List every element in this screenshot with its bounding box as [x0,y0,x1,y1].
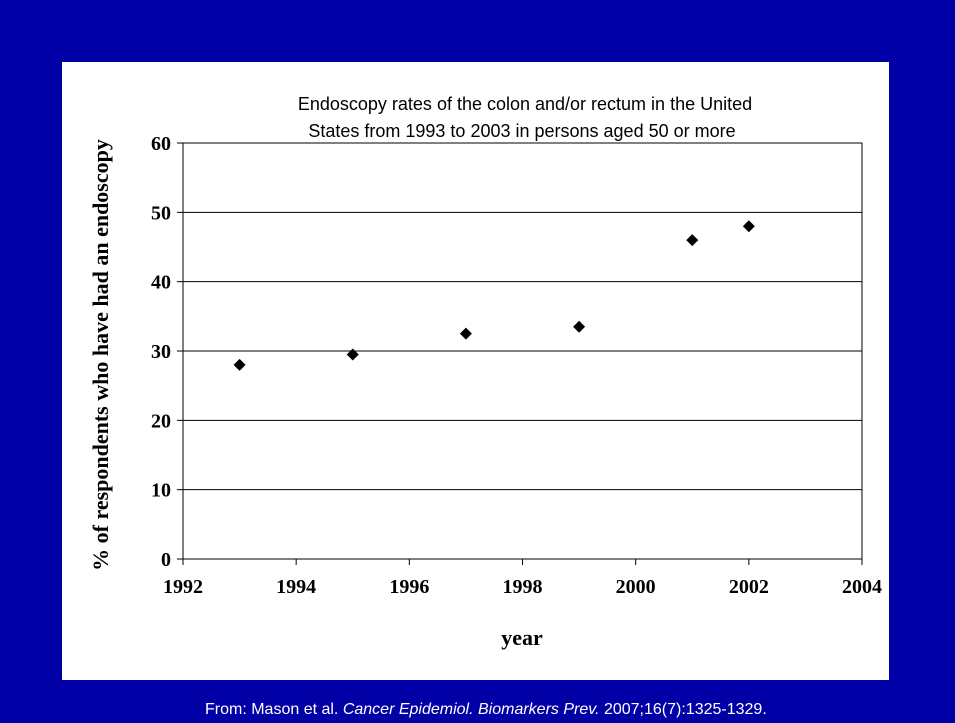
chart-panel [62,62,889,680]
x-axis-label: year [501,625,543,650]
data-point [459,327,472,340]
y-axis-label: % of respondents who have had an endosco… [88,139,113,571]
x-tick-label: 2000 [616,576,656,598]
y-tick-label: 30 [151,341,171,363]
citation-journal: Cancer Epidemiol. Biomarkers Prev. [342,701,600,718]
citation: From: Mason et al. Cancer Epidemiol. Bio… [205,701,767,719]
chart-title-line1: Endoscopy rates of the colon and/or rect… [298,94,752,114]
x-axis-ticks: 1992 1994 1996 1998 2000 2002 2004 [163,559,882,598]
y-tick-label: 10 [151,480,171,502]
x-tick-label: 2002 [729,576,769,598]
x-tick-label: 1992 [163,576,203,598]
y-tick-label: 20 [151,410,171,432]
y-axis-ticks: 0 10 20 30 40 50 60 [151,133,183,571]
x-tick-label: 2004 [842,576,882,598]
x-tick-label: 1998 [503,576,543,598]
citation-suffix: 2007;16(7):1325-1329. [599,701,767,718]
data-point [686,234,699,247]
data-points [233,220,755,371]
y-tick-label: 0 [161,549,171,571]
x-tick-label: 1996 [389,576,429,598]
gridlines [183,211,862,491]
y-tick-label: 40 [151,272,171,294]
y-tick-label: 50 [151,202,171,224]
data-point [742,220,755,233]
chart-title-line2: States from 1993 to 2003 in persons aged… [308,121,735,141]
x-tick-label: 1994 [276,576,316,598]
y-tick-label: 60 [151,133,171,155]
data-point [346,348,359,361]
citation-prefix: From: Mason et al. [205,701,343,718]
data-point [233,358,246,371]
data-point [573,320,586,333]
